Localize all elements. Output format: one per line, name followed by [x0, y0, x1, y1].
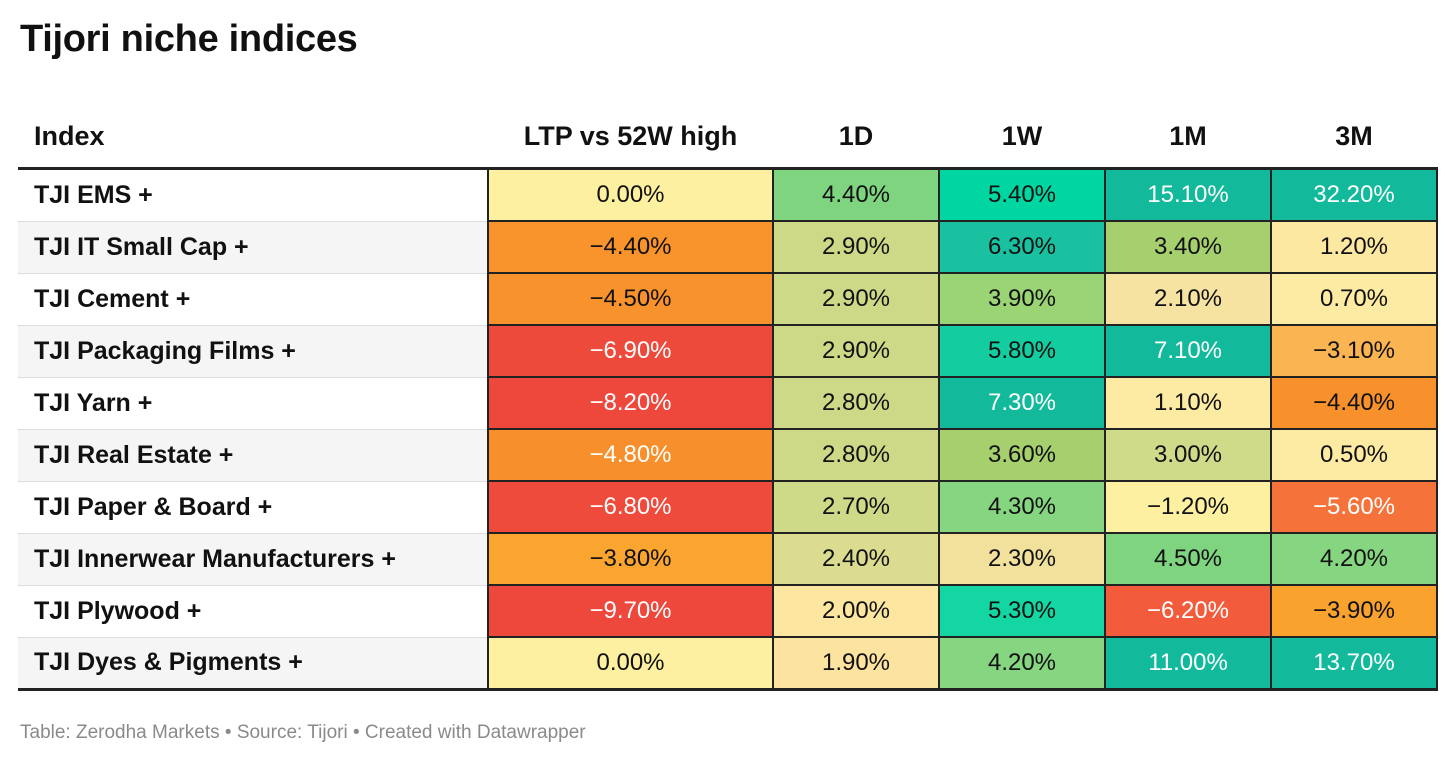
heat-cell-3m: 13.70%	[1270, 636, 1438, 691]
footer-credit-source: Source: Tijori	[236, 722, 348, 743]
heat-cell-ltp-vs-52w-high: −9.70%	[487, 584, 774, 638]
index-name-cell: TJI IT Small Cap +	[18, 221, 488, 274]
heat-cell-1d: 2.40%	[772, 532, 940, 586]
heat-cell-3m: −3.90%	[1270, 584, 1438, 638]
index-name-cell: TJI Innerwear Manufacturers +	[18, 533, 488, 586]
table-row: TJI IT Small Cap + −4.40% 2.90% 6.30% 3.40% 1…	[18, 220, 1438, 274]
chart-footer: Table: Zerodha Markets • Source: Tijori …	[20, 722, 586, 744]
heat-cell-ltp-vs-52w-high: −6.90%	[487, 324, 774, 378]
index-name-cell: TJI Real Estate +	[18, 429, 488, 482]
column-header-1w[interactable]: 1W	[939, 106, 1105, 170]
heat-cell-ltp-vs-52w-high: −8.20%	[487, 376, 774, 430]
table-header: Index LTP vs 52W high 1D 1W 1M 3M	[18, 106, 1437, 170]
heat-cell-1d: 1.90%	[772, 636, 940, 691]
heat-cell-1w: 2.30%	[938, 532, 1106, 586]
heat-cell-1w: 7.30%	[938, 376, 1106, 430]
column-header-1d[interactable]: 1D	[773, 106, 939, 170]
heat-cell-ltp-vs-52w-high: −3.80%	[487, 532, 774, 586]
heat-cell-1w: 5.30%	[938, 584, 1106, 638]
table-row: TJI Dyes & Pigments +0.00% 1.90% 4.20% 11.0…	[18, 636, 1438, 691]
heat-cell-ltp-vs-52w-high: 0.00%	[487, 167, 774, 222]
heat-cell-ltp-vs-52w-high: −6.80%	[487, 480, 774, 534]
heat-cell-3m: 32.20%	[1270, 167, 1438, 222]
table-row: TJI Paper & Board + −6.80% 2.70% 4.30% −1.20…	[18, 480, 1438, 534]
heat-cell-1w: 4.20%	[938, 636, 1106, 691]
heat-cell-1w: 3.90%	[938, 272, 1106, 326]
table-row: TJI Innerwear Manufacturers + −3.80% 2.40%…	[18, 532, 1438, 586]
heat-cell-1d: 4.40%	[772, 167, 940, 222]
heat-cell-1d: 2.70%	[772, 480, 940, 534]
heat-cell-3m: 0.50%	[1270, 428, 1438, 482]
table-row: TJI Plywood + −9.70% 2.00% 5.30% −6.20% −3.90…	[18, 584, 1438, 638]
heat-cell-1w: 5.40%	[938, 167, 1106, 222]
heat-cell-1m: 15.10%	[1104, 167, 1272, 222]
heat-cell-1w: 6.30%	[938, 220, 1106, 274]
column-header-index[interactable]: Index	[18, 106, 488, 170]
footer-separator: •	[219, 722, 237, 743]
table-row: TJI Packaging Films + −6.90% 2.90% 5.80% 7.1…	[18, 324, 1438, 378]
heatmap-table-container: Index LTP vs 52W high 1D 1W 1M 3M TJI EM…	[18, 106, 1438, 691]
heat-cell-1d: 2.80%	[772, 428, 940, 482]
index-name-cell: TJI Yarn +	[18, 377, 488, 430]
footer-credit-table: Table: Zerodha Markets	[20, 722, 220, 743]
heat-cell-ltp-vs-52w-high: −4.80%	[487, 428, 774, 482]
index-name-cell: TJI EMS +	[18, 168, 488, 222]
heat-cell-1d: 2.80%	[772, 376, 940, 430]
heat-cell-ltp-vs-52w-high: 0.00%	[487, 636, 774, 691]
heat-cell-3m: 4.20%	[1270, 532, 1438, 586]
table-row: TJI EMS +0.00% 4.40% 5.40% 15.10% 32.20%	[18, 167, 1438, 222]
heat-cell-1w: 5.80%	[938, 324, 1106, 378]
heat-cell-1m: 3.00%	[1104, 428, 1272, 482]
column-header-ltp-vs-52w-high[interactable]: LTP vs 52W high	[488, 106, 773, 170]
footer-credit-datawrapper: Created with Datawrapper	[364, 722, 586, 743]
table-body: TJI EMS +0.00% 4.40% 5.40% 15.10% 32.20% TJI …	[18, 167, 1438, 691]
heat-cell-ltp-vs-52w-high: −4.40%	[487, 220, 774, 274]
index-name-cell: TJI Packaging Films +	[18, 325, 488, 378]
column-header-3m[interactable]: 3M	[1271, 106, 1437, 170]
header-row: Index LTP vs 52W high 1D 1W 1M 3M	[18, 106, 1437, 170]
heat-cell-3m: 0.70%	[1270, 272, 1438, 326]
heat-cell-3m: −5.60%	[1270, 480, 1438, 534]
heat-cell-1m: 7.10%	[1104, 324, 1272, 378]
index-name-cell: TJI Paper & Board +	[18, 481, 488, 534]
heat-cell-1d: 2.90%	[772, 220, 940, 274]
heat-cell-1m: −1.20%	[1104, 480, 1272, 534]
heat-cell-1m: 2.10%	[1104, 272, 1272, 326]
heatmap-table: Index LTP vs 52W high 1D 1W 1M 3M TJI EM…	[18, 106, 1438, 691]
heat-cell-1m: 11.00%	[1104, 636, 1272, 691]
chart-title: Tijori niche indices	[20, 18, 358, 60]
heat-cell-3m: −4.40%	[1270, 376, 1438, 430]
heat-cell-1m: 1.10%	[1104, 376, 1272, 430]
heat-cell-3m: −3.10%	[1270, 324, 1438, 378]
heat-cell-1d: 2.90%	[772, 272, 940, 326]
index-name-cell: TJI Cement +	[18, 273, 488, 326]
heat-cell-1w: 4.30%	[938, 480, 1106, 534]
index-name-cell: TJI Dyes & Pigments +	[18, 637, 488, 691]
table-row: TJI Yarn + −8.20% 2.80% 7.30% 1.10% −4.40%	[18, 376, 1438, 430]
heat-cell-1d: 2.00%	[772, 584, 940, 638]
column-header-1m[interactable]: 1M	[1105, 106, 1271, 170]
table-row: TJI Cement + −4.50% 2.90% 3.90% 2.10% 0.70%	[18, 272, 1438, 326]
heat-cell-ltp-vs-52w-high: −4.50%	[487, 272, 774, 326]
heat-cell-1m: −6.20%	[1104, 584, 1272, 638]
heat-cell-1m: 4.50%	[1104, 532, 1272, 586]
heat-cell-3m: 1.20%	[1270, 220, 1438, 274]
heat-cell-1d: 2.90%	[772, 324, 940, 378]
table-row: TJI Real Estate + −4.80% 2.80% 3.60% 3.00% 0.…	[18, 428, 1438, 482]
heat-cell-1m: 3.40%	[1104, 220, 1272, 274]
index-name-cell: TJI Plywood +	[18, 585, 488, 638]
footer-separator: •	[347, 722, 365, 743]
heat-cell-1w: 3.60%	[938, 428, 1106, 482]
